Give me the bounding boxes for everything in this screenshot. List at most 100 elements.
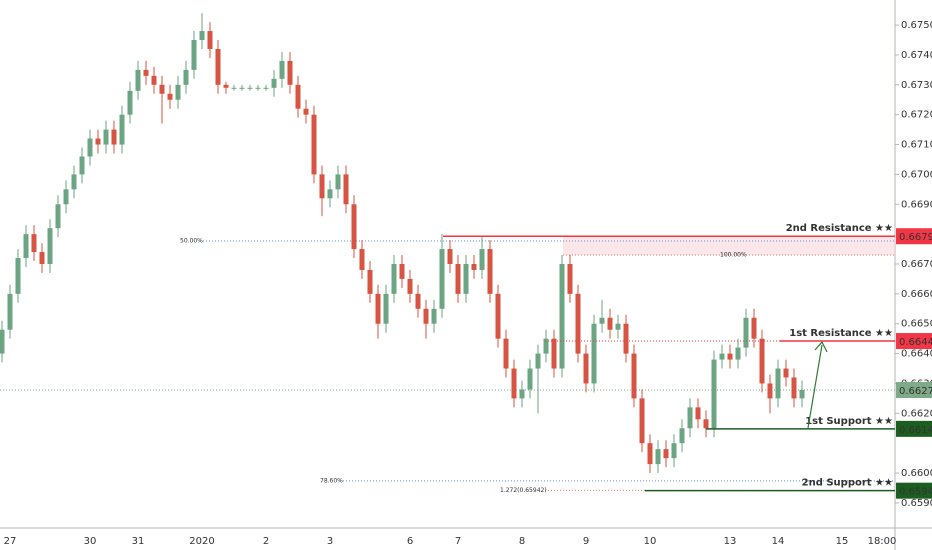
level-label: 1st Resistance ★★	[789, 328, 893, 339]
candle-body	[487, 249, 493, 294]
candle-body	[183, 69, 189, 85]
candle-body	[135, 69, 141, 91]
candle-body	[711, 359, 717, 429]
candle-body	[239, 87, 245, 89]
x-tick-label: 8	[519, 536, 525, 547]
y-tick-label: 0.66200	[901, 408, 932, 419]
candle-body	[479, 249, 485, 270]
x-tick-label: 13	[724, 536, 737, 547]
candle-body	[623, 323, 629, 354]
price-tag-label: 0.66442	[899, 337, 932, 348]
y-tick-label: 0.66400	[901, 349, 932, 360]
candle-body	[567, 264, 573, 294]
candle-body	[231, 87, 237, 89]
candle-body	[167, 93, 173, 100]
x-tick-label: 30	[84, 536, 97, 547]
candle-body	[535, 353, 541, 369]
candle-body	[119, 114, 125, 145]
level-label: 1st Support ★★	[805, 416, 893, 427]
candle-body	[503, 338, 509, 369]
candle-body	[687, 407, 693, 429]
level-label: 2nd Resistance ★★	[786, 223, 893, 234]
candle-body	[759, 338, 765, 384]
candle-body	[143, 69, 149, 76]
y-tick-label: 0.66700	[901, 259, 932, 270]
y-tick-label: 0.66900	[901, 199, 932, 210]
candle-body	[7, 293, 13, 330]
y-tick-label: 0.67100	[901, 140, 932, 151]
candle-body	[671, 443, 677, 459]
x-tick-label: 2020	[189, 536, 214, 547]
candle-body	[799, 390, 805, 399]
candle-body	[391, 264, 397, 294]
candle-body	[607, 317, 613, 330]
x-tick-label: 9	[583, 536, 589, 547]
x-tick-label: 2	[263, 536, 269, 547]
candle-body	[199, 31, 205, 41]
y-tick-label: 0.66600	[901, 289, 932, 300]
fib-label: 1.272(0.65942)	[500, 487, 547, 494]
candle-body	[751, 317, 757, 339]
candle-body	[23, 234, 29, 259]
candle-body	[399, 264, 405, 279]
candle-body	[63, 189, 69, 205]
y-tick-label: 0.67500	[901, 20, 932, 31]
candle-body	[271, 78, 277, 88]
y-tick-label: 0.67400	[901, 50, 932, 61]
candle-body	[383, 293, 389, 324]
y-tick-label: 0.66000	[901, 468, 932, 479]
candle-body	[575, 293, 581, 354]
candle-body	[775, 368, 781, 399]
candle-body	[151, 75, 157, 85]
candle-body	[319, 174, 325, 199]
candle-body	[159, 84, 165, 94]
x-tick-label: 18:00	[868, 536, 897, 547]
candle-body	[31, 234, 37, 253]
candle-body	[519, 389, 525, 399]
y-tick-label: 0.67300	[901, 80, 932, 91]
x-tick-label: 10	[644, 536, 657, 547]
x-tick-label: 27	[4, 536, 17, 547]
candle-body	[95, 138, 101, 145]
candle-body	[591, 323, 597, 384]
candle-body	[223, 84, 229, 88]
candle-body	[303, 108, 309, 115]
candle-body	[255, 87, 261, 89]
price-tag	[896, 482, 932, 499]
candle-body	[439, 249, 445, 309]
fib-label: 50.00%	[180, 238, 203, 245]
candle-body	[47, 228, 53, 264]
candle-body	[695, 407, 701, 420]
y-tick-label: 0.67000	[901, 169, 932, 180]
candle-body	[599, 317, 605, 324]
candle-body	[543, 338, 549, 354]
candle-body	[447, 249, 453, 264]
candle-body	[343, 174, 349, 205]
x-tick-label: 7	[455, 536, 461, 547]
price-tag	[896, 420, 932, 437]
price-tag	[896, 382, 932, 399]
candle-body	[335, 174, 341, 190]
price-tag-label: 0.66148	[899, 425, 932, 436]
candle-body	[295, 84, 301, 109]
candle-body	[279, 60, 285, 79]
candle-body	[727, 353, 733, 360]
fib-label: 78.60%	[320, 477, 343, 484]
candle-body	[55, 204, 61, 229]
candle-body	[0, 329, 5, 354]
candle-body	[495, 293, 501, 339]
candle-body	[679, 428, 685, 444]
candle-body	[511, 368, 517, 399]
x-tick-label: 6	[407, 536, 413, 547]
candle-body	[71, 174, 77, 190]
level-label: 2nd Support ★★	[802, 478, 893, 489]
price-tag-label: 0.65941	[899, 487, 932, 498]
y-tick-label: 0.66500	[901, 319, 932, 330]
candle-body	[79, 156, 85, 175]
candle-body	[39, 252, 45, 264]
candle-body	[527, 368, 533, 390]
candle-body	[767, 383, 773, 399]
candle-body	[327, 189, 333, 199]
candle-body	[559, 264, 565, 369]
